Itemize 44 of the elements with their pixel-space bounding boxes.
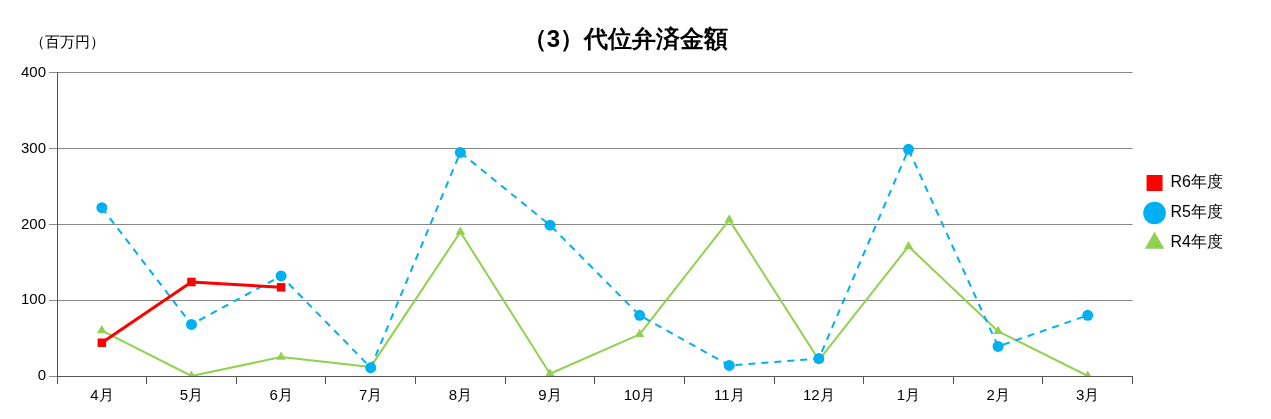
x-tick-label: 3月: [1076, 386, 1100, 404]
x-tick-label: 10月: [623, 386, 656, 404]
point: [276, 283, 286, 292]
x-tick-label: 7月: [359, 386, 383, 404]
x-tick-label: 6月: [269, 386, 293, 404]
legend-label: R5年度: [1170, 203, 1223, 221]
point: [275, 270, 287, 282]
x-tick-label: 12月: [803, 386, 835, 404]
y-tick-label: 100: [21, 290, 47, 308]
y-tick-label: 400: [21, 62, 47, 80]
legend-label: R6年度: [1170, 173, 1223, 191]
point: [1082, 309, 1094, 321]
point: [634, 309, 646, 321]
point: [724, 214, 734, 223]
point: [276, 351, 286, 360]
x-tick-label: 2月: [986, 386, 1010, 404]
point: [454, 146, 466, 158]
point: [902, 143, 914, 155]
point: [992, 340, 1004, 352]
x-tick-label: 1月: [896, 386, 921, 404]
point: [545, 368, 555, 376]
y-tick-label: 200: [21, 214, 47, 232]
point: [96, 202, 108, 214]
x-tick-label: 4月: [90, 386, 114, 404]
y-tick-label: 300: [21, 138, 47, 156]
point: [97, 325, 107, 334]
x-tick-label: 8月: [448, 386, 473, 404]
x-tick-label: 9月: [538, 386, 562, 404]
point: [723, 359, 735, 371]
point: [993, 325, 1003, 335]
chart-title: （3）代位弁済金額: [522, 25, 729, 53]
x-tick-label: 5月: [179, 386, 204, 404]
point: [365, 362, 377, 374]
y-axis-title: （百万円）: [30, 33, 105, 51]
legend-label: R4年度: [1170, 233, 1223, 251]
point: [185, 318, 197, 330]
point: [97, 338, 107, 347]
point: [455, 226, 466, 235]
point: [544, 219, 556, 231]
x-tick-label: 11月: [713, 386, 745, 404]
point: [634, 328, 645, 338]
y-tick-label: 0: [37, 366, 47, 384]
point: [903, 240, 914, 250]
point: [187, 277, 196, 287]
